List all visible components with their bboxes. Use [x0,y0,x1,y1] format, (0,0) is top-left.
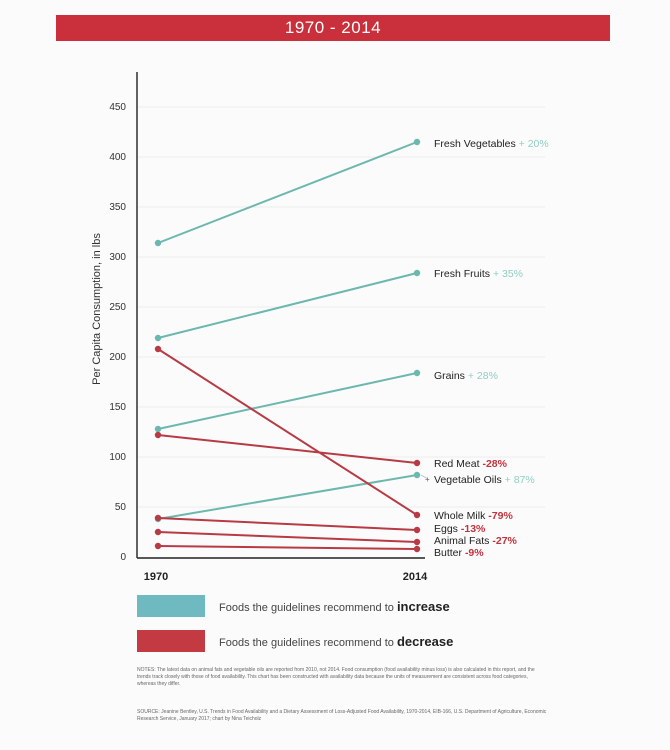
point-1970-whole-milk [154,345,162,353]
series-change-animal-fats: -27% [492,535,517,547]
banner-title: 1970 - 2014 [56,15,610,41]
legend-label-decrease: Foods the guidelines recommend to decrea… [219,633,454,649]
y-axis-label: Per Capita Consumption, in lbs [91,233,103,385]
point-2014-fresh-vegetables [413,138,421,146]
series-line-fresh-fruits [157,272,418,339]
point-1970-butter [154,542,162,550]
series-line-animal-fats [157,531,418,543]
series-name-vegetable-oils: Vegetable Oils [434,474,505,486]
series-label-whole-milk: Whole Milk -79% [434,510,513,522]
series-name-red-meat: Red Meat [434,458,482,470]
series-label-fresh-vegetables: Fresh Vegetables + 20% [434,138,549,150]
series-change-grains: + 28% [468,370,498,382]
series-label-fresh-fruits: Fresh Fruits + 35% [434,268,523,280]
y-tick-label: 250 [109,302,126,313]
series-change-red-meat: -28% [482,458,507,470]
axes [136,72,425,559]
series-name-fresh-fruits: Fresh Fruits [434,268,493,280]
series-name-fresh-vegetables: Fresh Vegetables [434,138,519,150]
series-line-whole-milk [157,348,418,516]
series-label-red-meat: Red Meat -28% [434,458,508,470]
point-1970-eggs [154,514,162,522]
y-tick-label: 350 [109,202,126,213]
series-line-fresh-vegetables [157,141,418,244]
point-2014-vegetable-oils [413,471,421,479]
series-line-red-meat [157,434,418,464]
series-label-grains: Grains + 28% [434,370,498,382]
gridlines [137,106,545,508]
point-1970-grains [154,425,162,433]
series-change-fresh-vegetables: + 20% [519,138,549,150]
point-2014-red-meat [413,459,421,467]
series-labels: Fresh Vegetables + 20% Fresh Fruits + 35%… [420,138,549,559]
y-tick-label: 300 [109,252,126,263]
x-tick-label: 2014 [403,571,428,583]
series-name-eggs: Eggs [434,523,461,535]
point-1970-fresh-vegetables [154,239,162,247]
legend-swatch-decrease [137,630,205,652]
leader-vegetable-oils [420,474,429,480]
series-name-grains: Grains [434,370,468,382]
y-tick-labels: 0 50 100 150 200 250 300 350 400 450 [109,102,126,563]
series-name-animal-fats: Animal Fats [434,535,492,547]
series-label-butter: Butter -9% [434,547,484,559]
y-tick-label: 200 [109,352,126,363]
marker-vegetable-oils: + [425,475,430,484]
series-label-animal-fats: Animal Fats -27% [434,535,518,547]
series-label-vegetable-oils: Vegetable Oils + 87% [434,474,535,486]
point-2014-whole-milk [413,511,421,519]
point-2014-animal-fats [413,538,421,546]
point-1970-fresh-fruits [154,334,162,342]
legend-label-increase: Foods the guidelines recommend to increa… [219,598,450,614]
series-change-fresh-fruits: + 35% [493,268,523,280]
y-tick-label: 150 [109,402,126,413]
series-line-eggs [157,517,418,531]
point-1970-animal-fats [154,528,162,536]
source-text: SOURCE: Jeanine Bentley, U.S. Trends in … [137,709,547,722]
point-2014-grains [413,369,421,377]
y-tick-label: 50 [115,502,127,513]
legend-swatch-increase [137,595,205,617]
series-change-whole-milk: -79% [488,510,513,522]
y-tick-label: 0 [120,552,126,563]
legend-increase: Foods the guidelines recommend to increa… [137,595,450,617]
series-change-vegetable-oils: + 87% [505,474,535,486]
y-tick-label: 400 [109,152,126,163]
point-2014-fresh-fruits [413,269,421,277]
series-line-vegetable-oils [157,474,418,520]
x-tick-labels: 1970 2014 [144,571,428,583]
notes-text: NOTES: The latest data on animal fats an… [137,667,535,687]
series-change-eggs: -13% [461,523,486,535]
legend-decrease: Foods the guidelines recommend to decrea… [137,630,453,652]
y-tick-label: 100 [109,452,126,463]
series-lines [154,138,421,553]
series-name-butter: Butter [434,547,465,559]
x-tick-label: 1970 [144,571,168,583]
point-2014-eggs [413,526,421,534]
series-change-butter: -9% [465,547,484,559]
y-tick-label: 450 [109,102,126,113]
point-1970-red-meat [154,431,162,439]
point-2014-butter [413,545,421,553]
series-name-whole-milk: Whole Milk [434,510,488,522]
series-label-eggs: Eggs -13% [434,523,486,535]
series-line-grains [157,372,418,430]
series-line-butter [157,545,418,550]
slope-chart: Per Capita Consumption, in lbs 0 50 100 150… [91,72,549,583]
